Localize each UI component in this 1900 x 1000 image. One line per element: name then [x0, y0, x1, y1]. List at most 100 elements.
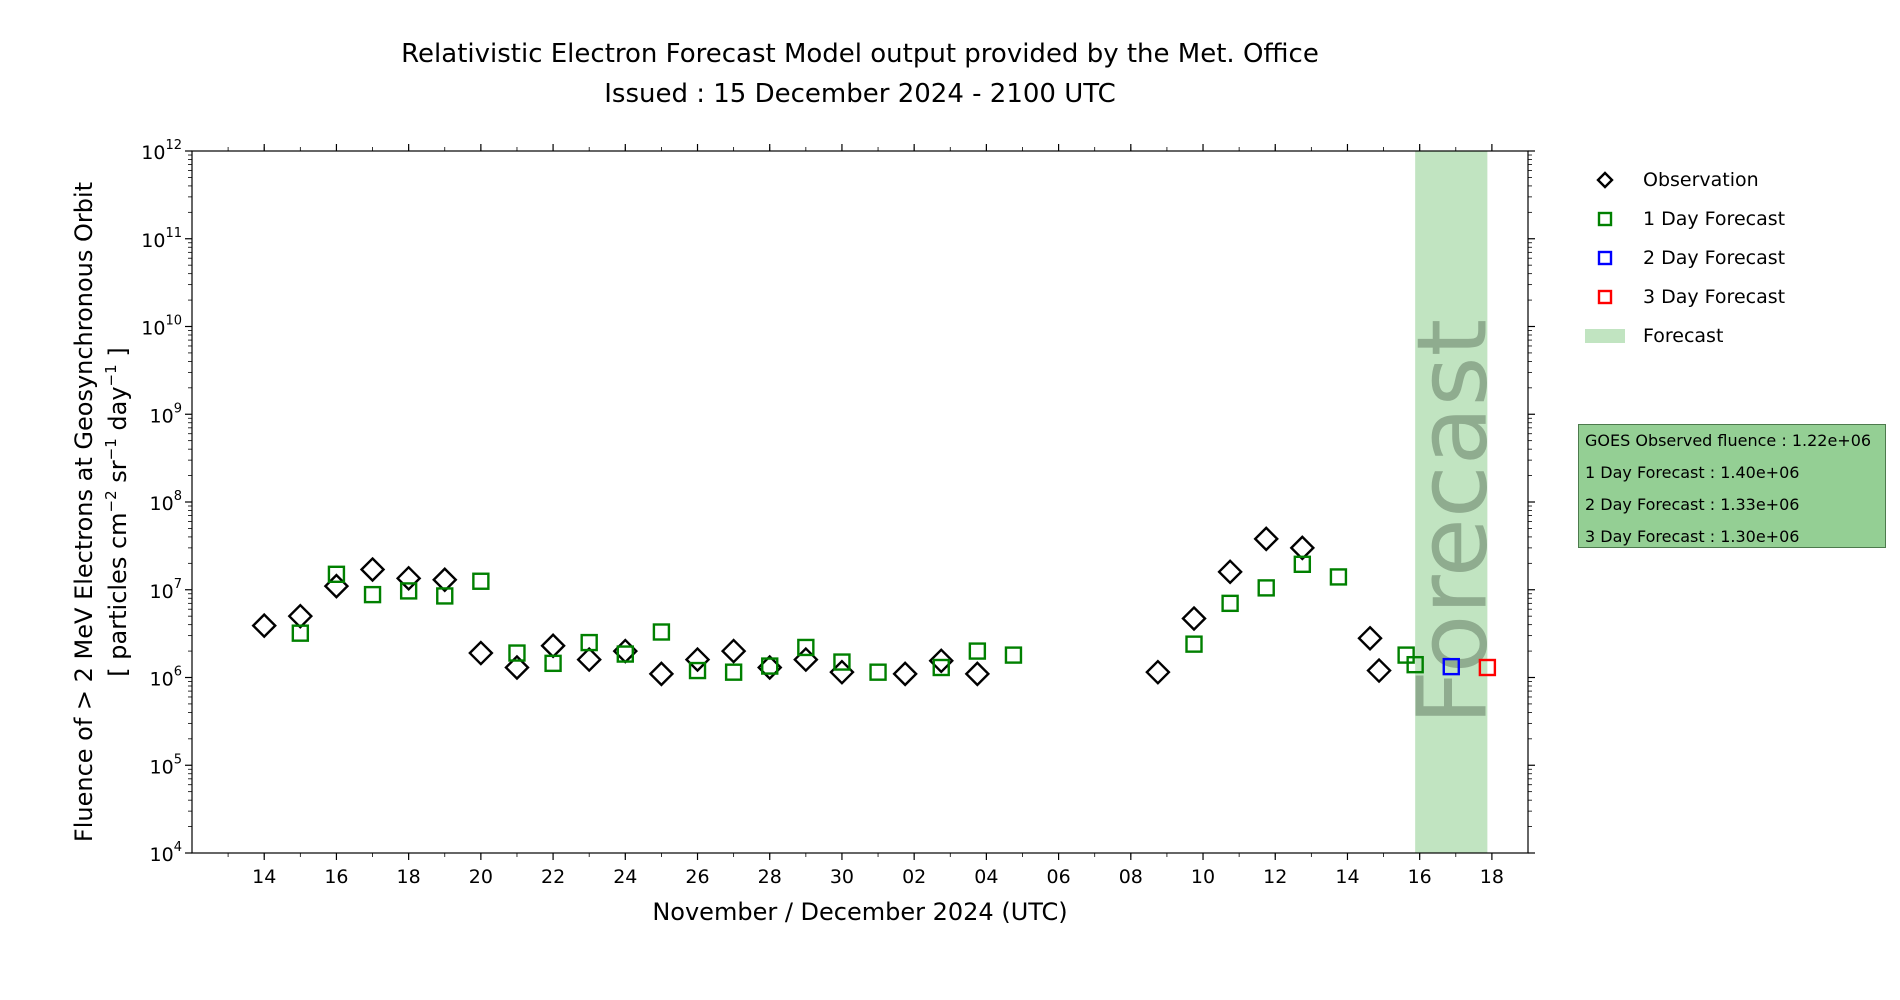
legend-item-observation: Observation: [1585, 160, 1865, 199]
x-tick-label: 24: [613, 866, 637, 888]
x-tick-label: 12: [1263, 866, 1287, 888]
x-tick-label: 18: [1480, 866, 1504, 888]
x-tick-label: 06: [1047, 866, 1071, 888]
y-tick-label: 108: [150, 489, 182, 515]
point-2-day-forecast: [1442, 657, 1460, 676]
x-tick-label: 04: [974, 866, 998, 888]
series-2-day-forecast: [1442, 657, 1460, 676]
x-tick-label: 14: [1335, 866, 1359, 888]
legend-item-3-day-forecast: 3 Day Forecast: [1585, 277, 1865, 316]
x-tick-label: 18: [397, 866, 421, 888]
legend-item-1-day-forecast: 1 Day Forecast: [1585, 199, 1865, 238]
point-1-day-forecast: [833, 653, 851, 671]
point-observation: [892, 661, 918, 687]
legend-label: 1 Day Forecast: [1643, 207, 1786, 230]
point-1-day-forecast: [508, 644, 526, 662]
info-1-day-forecast: 1 Day Forecast : 1.40e+06: [1585, 463, 1800, 482]
point-1-day-forecast: [688, 661, 707, 680]
point-1-day-forecast: [327, 565, 346, 583]
plot-frame: [191, 150, 1529, 854]
point-1-day-forecast: [1406, 655, 1424, 674]
info-2-day-forecast: 2 Day Forecast : 1.33e+06: [1585, 495, 1800, 514]
y-tick-label: 109: [150, 401, 182, 427]
point-1-day-forecast: [724, 663, 743, 681]
point-1-day-forecast: [399, 582, 418, 600]
point-1-day-forecast: [1329, 568, 1348, 586]
x-tick-label: 16: [1408, 866, 1432, 888]
point-1-day-forecast: [544, 654, 562, 673]
point-1-day-forecast: [932, 658, 950, 677]
forecast-band-label: Forecast: [1396, 319, 1508, 725]
point-observation: [359, 556, 386, 583]
series-3-day-forecast: [1478, 658, 1497, 677]
series-1-day-forecast: [291, 555, 1424, 681]
point-observation: [504, 654, 530, 681]
legend-label: 2 Day Forecast: [1643, 246, 1786, 269]
y-tick-label: 1012: [141, 138, 182, 164]
forecast-band-label-group: Forecast: [1396, 319, 1508, 725]
point-observation: [576, 646, 602, 673]
point-observation: [964, 661, 991, 687]
x-tick-label: 02: [902, 866, 926, 888]
x-tick-label: 08: [1119, 866, 1143, 888]
x-tick-label: 28: [758, 866, 782, 888]
point-observation: [251, 612, 277, 639]
point-observation: [395, 565, 422, 592]
info-3-day-forecast: 3 Day Forecast : 1.30e+06: [1585, 527, 1800, 546]
x-axis-label: November / December 2024 (UTC): [652, 898, 1067, 926]
point-1-day-forecast: [291, 624, 310, 642]
chart-subtitle: Issued : 15 December 2024 - 2100 UTC: [604, 79, 1116, 109]
x-tick-label: 22: [541, 866, 565, 888]
point-1-day-forecast: [472, 572, 490, 590]
point-observation: [468, 640, 494, 666]
point-1-day-forecast: [761, 657, 779, 675]
y-tick-label: 1010: [141, 314, 182, 340]
point-observation: [432, 567, 458, 593]
y-tick-label: 104: [150, 840, 182, 866]
legend-label: Forecast: [1643, 324, 1724, 347]
point-observation: [1217, 559, 1243, 585]
y-tick-label: 1011: [141, 226, 182, 252]
x-tick-label: 20: [469, 866, 493, 888]
x-tick-label: 30: [830, 866, 854, 888]
legend-label: 3 Day Forecast: [1643, 285, 1786, 308]
point-observation: [1145, 659, 1171, 685]
x-tick-label: 16: [324, 866, 348, 888]
point-1-day-forecast: [1293, 555, 1312, 573]
point-1-day-forecast: [652, 623, 671, 641]
legend-marker: [1585, 326, 1625, 346]
y-tick-label: 105: [150, 752, 182, 778]
point-observation: [1289, 535, 1316, 561]
point-observation: [648, 661, 675, 687]
x-tick-label: 10: [1191, 866, 1215, 888]
x-axis: 14 16 18 20 22 24 26 28 30 02 04 06 08 10 12 14 16 18: [227, 144, 1504, 888]
point-1-day-forecast: [1185, 635, 1203, 653]
point-observation: [287, 603, 314, 629]
point-1-day-forecast: [580, 633, 598, 652]
y-tick-label: 106: [150, 665, 182, 691]
data-series: [251, 526, 1497, 687]
point-observation: [928, 648, 954, 674]
point-1-day-forecast: [869, 663, 887, 681]
y-axis-label-line2-group: [ particles cm−2 sr−1 day−1 ]: [102, 347, 132, 676]
legend-marker: [1585, 209, 1625, 229]
series-observation: [251, 526, 1392, 687]
point-1-day-forecast: [616, 645, 634, 663]
point-1-day-forecast: [1397, 646, 1415, 664]
point-observation: [1366, 657, 1392, 684]
point-3-day-forecast: [1478, 658, 1497, 677]
legend-marker: [1585, 248, 1625, 268]
point-1-day-forecast: [1257, 579, 1275, 597]
legend-label: Observation: [1643, 168, 1759, 191]
point-1-day-forecast: [968, 642, 987, 660]
y-tick-label: 107: [150, 577, 182, 603]
legend-item-forecast: Forecast: [1585, 316, 1865, 355]
legend-marker: [1585, 287, 1625, 307]
x-tick-label: 14: [252, 866, 276, 888]
point-1-day-forecast: [436, 587, 454, 605]
point-1-day-forecast: [1004, 646, 1023, 664]
chart-title: Relativistic Electron Forecast Model out…: [401, 39, 1319, 69]
legend-item-2-day-forecast: 2 Day Forecast: [1585, 238, 1865, 277]
point-observation: [1181, 605, 1207, 632]
